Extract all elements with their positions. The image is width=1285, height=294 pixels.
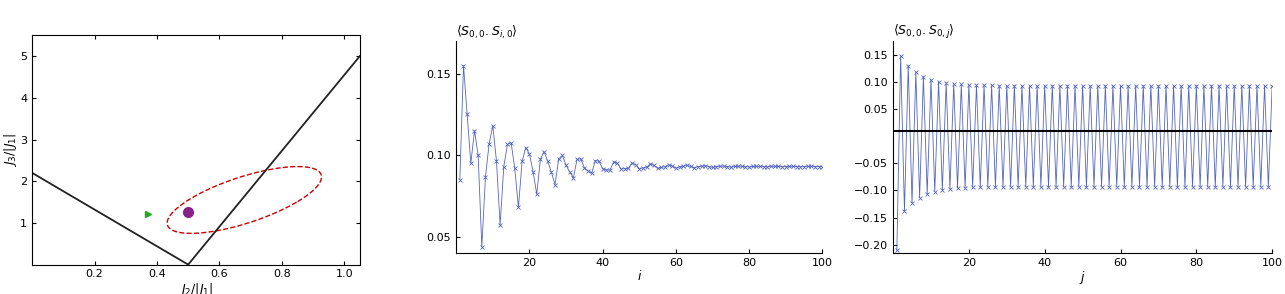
X-axis label: $j$: $j$ (1079, 269, 1086, 286)
X-axis label: $i$: $i$ (636, 269, 642, 283)
Y-axis label: $J_3/|J_1|$: $J_3/|J_1|$ (1, 133, 19, 167)
Text: $\langle S_{0,0}.S_{i,0}\rangle$: $\langle S_{0,0}.S_{i,0}\rangle$ (456, 24, 518, 41)
Text: $\langle S_{0,0}.S_{0,j}\rangle$: $\langle S_{0,0}.S_{0,j}\rangle$ (893, 23, 955, 41)
X-axis label: $J_2/|J_1|$: $J_2/|J_1|$ (179, 281, 213, 294)
